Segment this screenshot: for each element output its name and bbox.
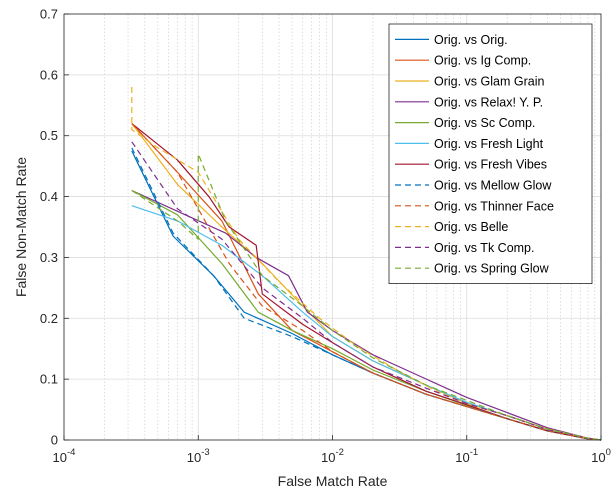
x-tick-label: 10-1 xyxy=(455,447,478,465)
y-tick-label: 0.3 xyxy=(40,250,58,265)
x-axis-label: False Match Rate xyxy=(278,473,388,489)
x-tick-label: 10-4 xyxy=(53,447,76,465)
legend-entry: Orig. vs Relax! Y. P. xyxy=(434,95,543,109)
legend-entry: Orig. vs Belle xyxy=(434,220,508,234)
x-tick-label: 100 xyxy=(591,447,611,465)
legend-entry: Orig. vs Tk Comp. xyxy=(434,241,534,255)
y-tick-label: 0.6 xyxy=(40,67,58,82)
legend-entry: Orig. vs Spring Glow xyxy=(434,262,550,276)
y-tick-label: 0.1 xyxy=(40,372,58,387)
x-tick-label: 10-2 xyxy=(321,447,344,465)
legend-entry: Orig. vs Mellow Glow xyxy=(434,179,552,193)
y-tick-label: 0 xyxy=(51,433,58,448)
legend-entry: Orig. vs Orig. xyxy=(434,33,508,47)
legend-entry: Orig. vs Thinner Face xyxy=(434,199,554,213)
legend-entry: Orig. vs Glam Grain xyxy=(434,75,544,89)
legend-entry: Orig. vs Ig Comp. xyxy=(434,54,531,68)
x-tick-label: 10-3 xyxy=(187,447,210,465)
y-tick-label: 0.4 xyxy=(40,189,58,204)
y-tick-label: 0.2 xyxy=(40,311,58,326)
series-layer xyxy=(131,87,602,441)
series-line-9 xyxy=(131,123,602,441)
series-line-12 xyxy=(131,153,602,441)
legend: Orig. vs Orig. Orig. vs Ig Comp. Orig. vs … xyxy=(388,23,593,285)
legend-entry: Orig. vs Sc Comp. xyxy=(434,116,535,130)
y-tick-label: 0.5 xyxy=(40,128,58,143)
legend-entry: Orig. vs Fresh Light xyxy=(434,137,544,151)
legend-entry: Orig. vs Fresh Vibes xyxy=(434,158,547,172)
y-axis-label: False Non-Match Rate xyxy=(13,157,29,297)
y-axis-ticks: 0 0.1 0.2 0.3 0.4 0.5 0.6 0.7 xyxy=(40,7,69,448)
y-tick-label: 0.7 xyxy=(40,7,58,22)
x-axis-ticks: 10-4 10-3 10-2 10-1 100 xyxy=(53,435,611,465)
legend-box xyxy=(388,23,593,285)
